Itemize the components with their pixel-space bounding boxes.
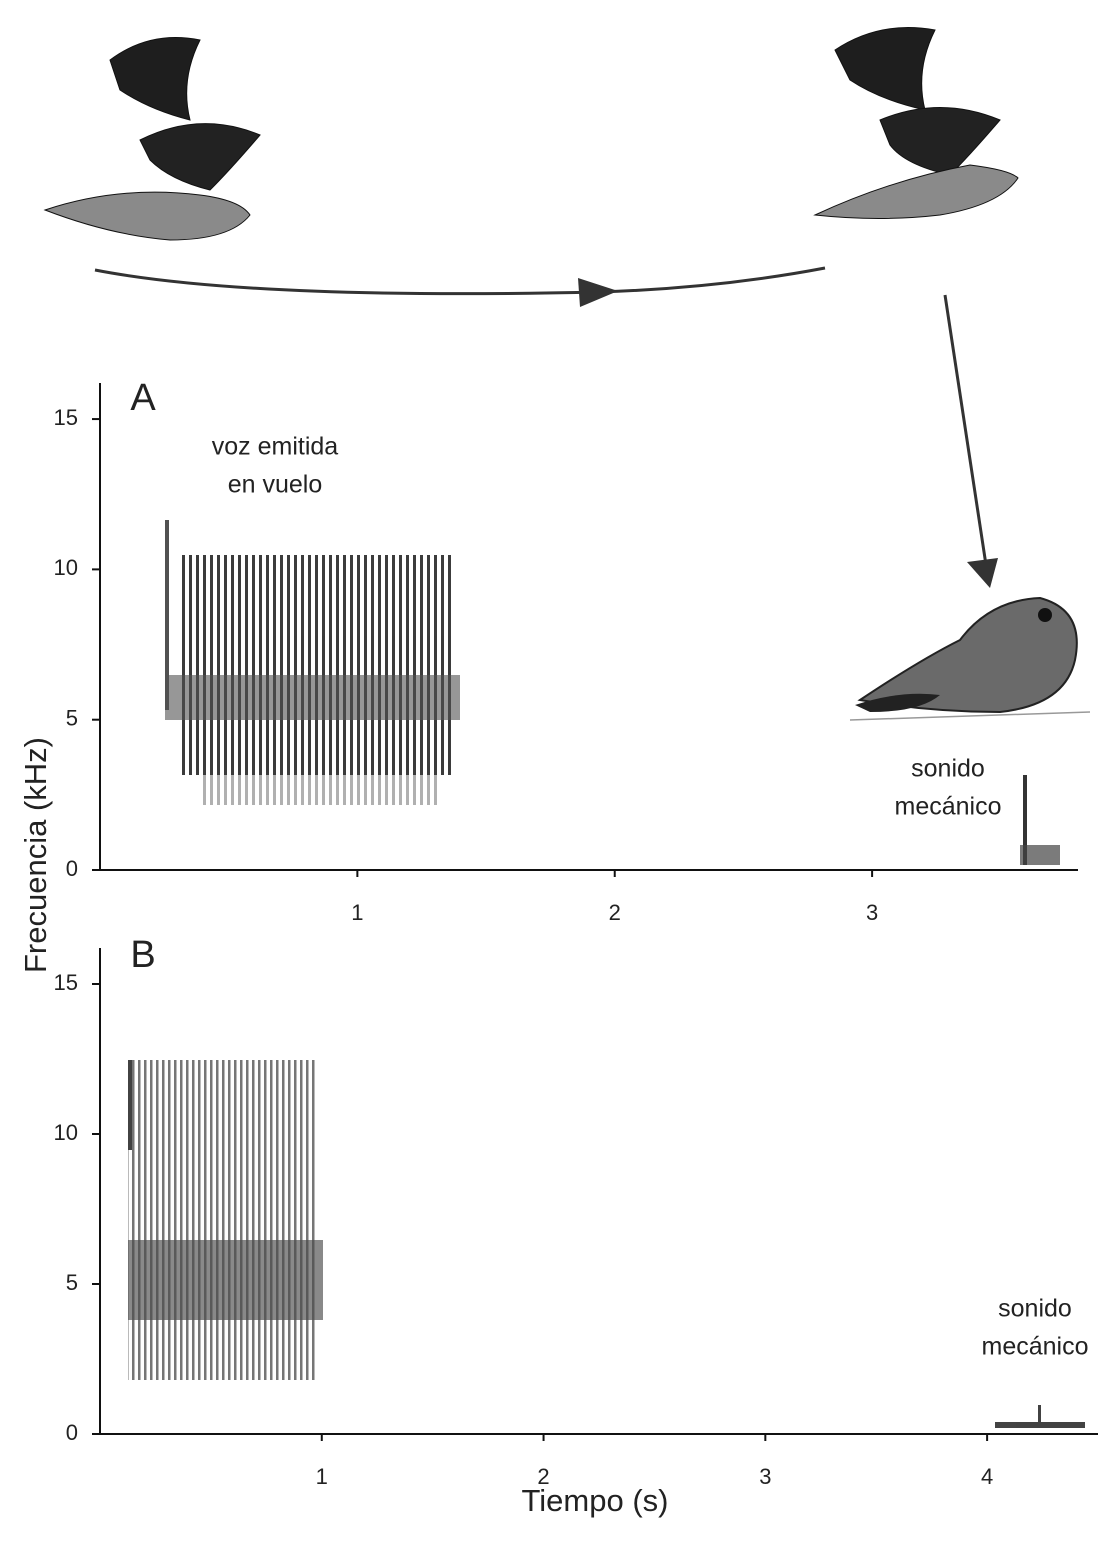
x-tick-label: 1	[316, 1464, 328, 1489]
panel-label: A	[130, 377, 156, 419]
panel-label: B	[130, 934, 155, 976]
y-tick-label: 15	[54, 405, 78, 430]
x-tick-label: 2	[537, 1464, 549, 1489]
arrow-head	[967, 558, 998, 588]
y-tick-label: 10	[54, 555, 78, 580]
y-tick-label: 15	[54, 970, 78, 995]
annotation: sonido	[998, 1295, 1072, 1323]
x-tick-label: 3	[866, 900, 878, 925]
annotation: voz emitida	[212, 433, 339, 461]
flying-bird-right	[813, 27, 1019, 219]
landing-arrow	[943, 294, 988, 566]
annotation: mecánico	[895, 793, 1002, 821]
x-tick-label: 4	[981, 1464, 993, 1489]
spectrogram-b	[128, 1060, 1085, 1428]
y-axis-title: Frecuencia (kHz)	[18, 737, 53, 973]
annotation: mecánico	[982, 1333, 1089, 1361]
x-tick-label: 2	[609, 900, 621, 925]
flight-arrow	[94, 266, 826, 296]
x-tick-label: 1	[351, 900, 363, 925]
x-axis-title: Tiempo (s)	[522, 1483, 669, 1518]
perched-bird	[849, 596, 1091, 721]
x-tick-label: 3	[759, 1464, 771, 1489]
y-tick-label: 0	[66, 856, 78, 881]
arrow-head	[578, 278, 618, 307]
y-tick-label: 0	[66, 1420, 78, 1445]
y-tick-label: 5	[66, 706, 78, 731]
annotation: en vuelo	[228, 471, 323, 499]
y-tick-label: 5	[66, 1270, 78, 1295]
spectrogram-a	[165, 520, 1060, 865]
y-tick-label: 10	[54, 1120, 78, 1145]
flying-bird-left	[43, 37, 261, 241]
annotation: sonido	[911, 755, 985, 783]
